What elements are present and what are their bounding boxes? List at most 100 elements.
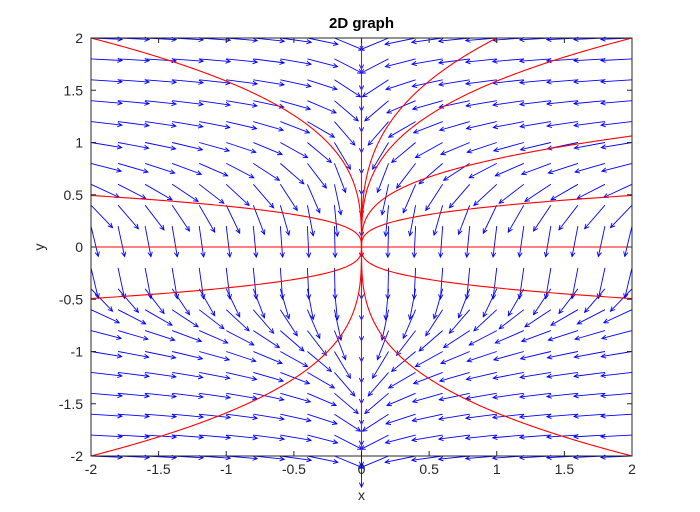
- vector-arrow-head: [517, 251, 523, 258]
- vector-arrow: [306, 267, 310, 299]
- vector-arrow-head: [550, 195, 556, 201]
- vector-arrow: [307, 142, 332, 163]
- vector-arrow-head: [121, 293, 127, 300]
- vector-arrow-head: [465, 375, 472, 381]
- vector-arrow-head: [546, 354, 553, 360]
- vector-arrow: [440, 351, 470, 364]
- vector-arrow-head: [519, 355, 526, 361]
- vector-arrow: [144, 267, 152, 299]
- vector-arrow: [546, 392, 578, 398]
- vector-arrow: [225, 309, 250, 332]
- trajectory-curve: [90, 37, 363, 247]
- vector-arrow: [495, 162, 524, 177]
- vector-arrow-head: [279, 294, 285, 300]
- vector-arrow-head: [465, 102, 472, 108]
- vector-arrow: [172, 392, 204, 398]
- vector-arrow: [306, 184, 321, 214]
- vector-arrow: [279, 205, 290, 236]
- vector-arrow: [584, 204, 606, 230]
- vector-arrow-head: [411, 82, 418, 89]
- vector-arrow-head: [306, 294, 312, 301]
- vector-arrow: [253, 58, 285, 64]
- vector-arrow: [117, 162, 149, 173]
- trajectory-curve: [360, 247, 633, 457]
- vector-arrow: [387, 226, 389, 258]
- vector-arrow-head: [491, 434, 498, 440]
- vector-arrow-head: [334, 314, 340, 321]
- vector-arrow: [199, 100, 231, 106]
- vector-arrow-head: [169, 169, 176, 175]
- vector-arrow: [252, 288, 265, 319]
- vector-arrow: [519, 58, 551, 62]
- vector-arrow-head: [341, 187, 347, 194]
- vector-arrow-head: [524, 196, 530, 203]
- vector-arrow: [385, 58, 416, 68]
- vector-arrow-head: [114, 318, 121, 324]
- vector-arrow: [90, 288, 113, 312]
- vector-arrow: [573, 392, 605, 397]
- vector-arrow: [440, 142, 470, 155]
- vector-arrow-head: [116, 353, 123, 359]
- vector-arrow: [280, 351, 308, 368]
- vector-arrow: [307, 413, 338, 425]
- vector-arrow: [171, 204, 190, 232]
- vector-arrow: [117, 183, 146, 199]
- vector-arrow-head: [326, 157, 333, 164]
- vector-arrow-head: [251, 395, 258, 401]
- vector-arrow: [306, 226, 310, 258]
- vector-arrow: [601, 162, 633, 172]
- vector-arrow-head: [285, 313, 291, 320]
- vector-arrow: [253, 351, 283, 364]
- vector-arrow: [466, 226, 471, 258]
- vector-arrow: [307, 351, 332, 372]
- vector-arrow: [226, 371, 257, 380]
- vector-arrow-head: [570, 251, 576, 258]
- vector-arrow: [334, 413, 361, 432]
- vector-arrow-head: [94, 251, 100, 258]
- vector-arrow: [492, 58, 524, 63]
- vector-arrow: [519, 79, 551, 84]
- vector-arrow-head: [174, 251, 180, 258]
- vector-arrow-head: [609, 306, 616, 312]
- vector-arrow-head: [437, 59, 444, 65]
- vector-arrow: [492, 413, 524, 419]
- vector-arrow: [225, 205, 241, 234]
- vector-arrow-head: [473, 200, 479, 207]
- vector-arrow: [577, 309, 606, 325]
- vector-arrow-head: [144, 100, 151, 106]
- vector-arrow: [498, 309, 525, 330]
- vector-arrow-head: [253, 294, 259, 300]
- vector-arrow-head: [171, 393, 178, 399]
- vector-arrow: [610, 288, 633, 312]
- vector-arrow: [199, 142, 230, 152]
- vector-arrow: [280, 434, 312, 441]
- vector-arrow-head: [411, 398, 418, 404]
- vector-arrow-head: [252, 415, 259, 421]
- vector-arrow: [145, 371, 176, 378]
- vector-arrow: [198, 226, 205, 257]
- vector-arrow-head: [411, 252, 417, 259]
- vector-arrow-head: [359, 445, 366, 450]
- vector-arrow-head: [440, 150, 447, 156]
- vector-arrow: [433, 205, 444, 236]
- vector-arrow: [90, 100, 123, 104]
- vector-arrow: [90, 183, 120, 198]
- vector-arrow: [360, 434, 389, 450]
- vector-arrow-head: [524, 322, 530, 328]
- vector-arrow-head: [599, 78, 606, 85]
- vector-arrow: [171, 183, 199, 202]
- vector-arrow-head: [380, 209, 386, 216]
- vector-arrow: [574, 330, 606, 340]
- vector-arrow: [385, 205, 389, 237]
- vector-arrow: [603, 183, 633, 198]
- vector-arrow: [307, 121, 335, 138]
- vector-arrow: [279, 184, 298, 211]
- vector-arrow-head: [224, 147, 231, 153]
- vector-arrow-head: [412, 379, 419, 385]
- vector-arrow-head: [492, 124, 499, 130]
- vector-arrow: [252, 205, 265, 235]
- vector-arrow-head: [309, 314, 315, 321]
- vector-arrow: [117, 288, 139, 313]
- vector-arrow-head: [252, 59, 259, 65]
